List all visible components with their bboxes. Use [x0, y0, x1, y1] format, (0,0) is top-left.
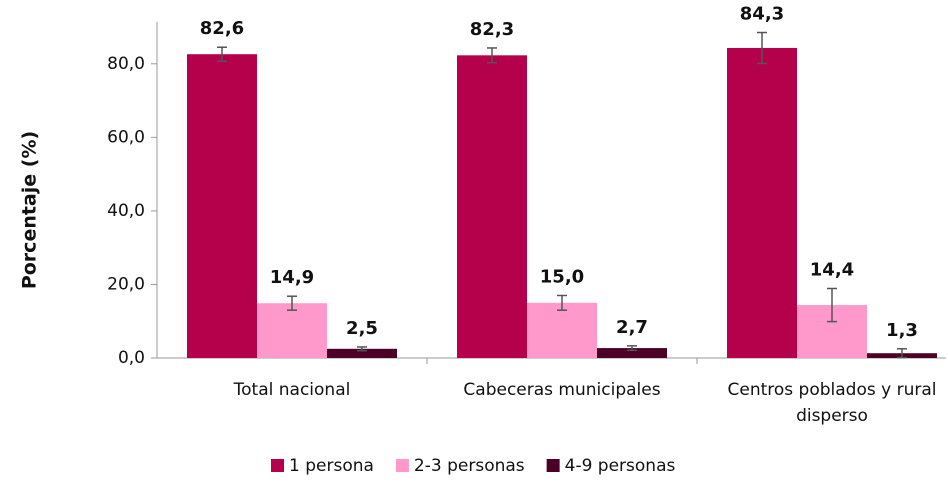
value-label: 1,3	[886, 320, 918, 341]
value-label: 82,3	[470, 19, 514, 40]
legend-label: 2-3 personas	[414, 456, 525, 476]
x-tick-label: Centros poblados y rural disperso	[728, 380, 937, 426]
y-tick-label: 80,0	[107, 54, 145, 74]
value-label: 2,7	[616, 317, 648, 338]
y-tick-label: 0,0	[118, 348, 145, 368]
bar	[457, 55, 527, 359]
value-label: 84,3	[740, 4, 784, 25]
y-tick-label: 20,0	[107, 274, 145, 294]
y-tick-label: 60,0	[107, 127, 145, 147]
legend-swatch	[395, 459, 409, 472]
bar	[257, 303, 327, 358]
x-tick-label: Cabeceras municipales	[463, 380, 660, 400]
legend-swatch	[271, 459, 284, 472]
bar	[527, 302, 597, 358]
bar	[327, 348, 397, 358]
bar	[597, 348, 667, 358]
y-tick-label: 40,0	[107, 201, 145, 221]
value-label: 15,0	[540, 266, 584, 287]
x-tick-label: Total nacional	[233, 380, 351, 400]
legend-label: 1 persona	[289, 456, 374, 476]
value-label: 82,6	[200, 18, 244, 39]
y-axis-label: Porcentaje (%)	[19, 131, 41, 289]
legend-label: 4-9 personas	[565, 456, 676, 476]
value-label: 2,5	[346, 318, 378, 339]
bar	[187, 54, 257, 359]
value-label: 14,9	[270, 267, 314, 288]
legend-swatch	[546, 459, 560, 472]
value-label: 14,4	[810, 259, 854, 280]
bar	[727, 47, 797, 359]
